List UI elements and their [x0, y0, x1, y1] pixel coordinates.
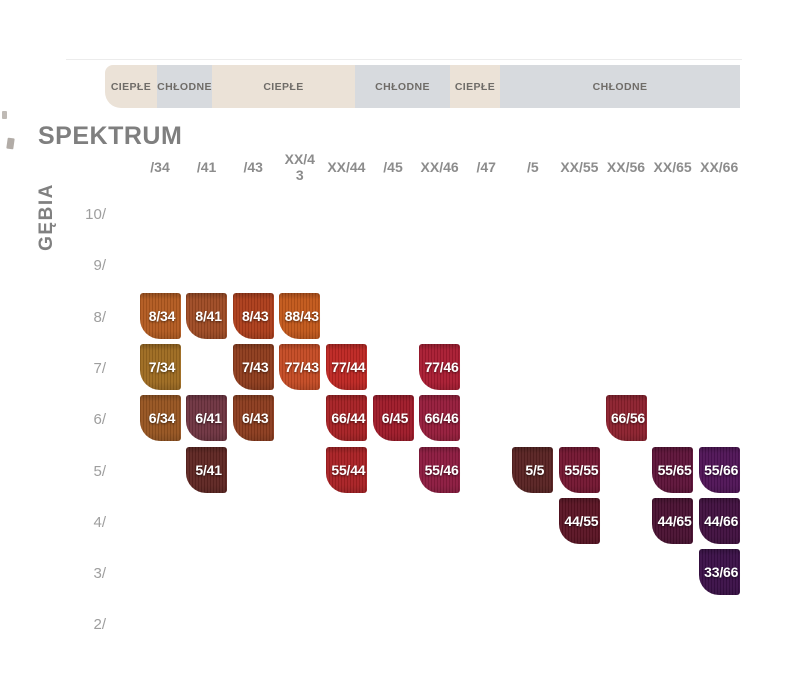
shade-code: 7/43 — [241, 358, 269, 375]
column-header: /47 — [476, 158, 496, 175]
column-header: XX/66 — [700, 158, 739, 175]
shade-code: 5/5 — [525, 461, 545, 478]
column-header: /45 — [383, 158, 403, 175]
shade-code: 77/46 — [424, 358, 459, 375]
band-label: CHŁODNE — [157, 80, 212, 93]
shade-code: 44/65 — [657, 512, 692, 529]
row-label: 4/ — [93, 513, 106, 531]
temperature-band-cool: CHŁODNE — [157, 65, 212, 108]
row-label: 6/ — [93, 411, 106, 429]
row-label: 3/ — [93, 565, 106, 583]
shade-code: 44/66 — [704, 512, 739, 529]
column-header: XX/43 — [284, 150, 315, 183]
shade-code: 55/66 — [704, 461, 739, 478]
shade-code: 6/45 — [381, 410, 409, 427]
shade-swatch: 7/34 — [140, 343, 181, 390]
column-header: XX/46 — [420, 158, 459, 175]
band-label: CIEPŁE — [110, 80, 152, 93]
shade-swatch: 55/65 — [652, 446, 694, 493]
column-header: /34 — [150, 158, 170, 175]
column-header: /5 — [526, 158, 539, 175]
shade-swatch: 8/41 — [186, 292, 228, 339]
column-header: XX/55 — [560, 158, 599, 175]
row-label: 10/ — [85, 206, 106, 223]
shade-code: 66/56 — [610, 410, 646, 427]
shade-swatch: 55/46 — [419, 446, 461, 493]
shade-code: 55/46 — [424, 461, 459, 478]
shade-code: 77/44 — [331, 358, 366, 375]
shade-code: 44/55 — [564, 512, 599, 529]
temperature-band-warm: CIEPŁE — [105, 65, 157, 108]
temperature-band-warm: CIEPŁE — [450, 65, 500, 108]
shade-swatch: 66/56 — [606, 395, 647, 442]
shade-code: 33/66 — [704, 564, 739, 581]
temperature-band-cool: CHŁODNE — [500, 65, 740, 108]
shade-code: 8/41 — [195, 307, 222, 324]
shade-swatch: 6/43 — [233, 395, 274, 442]
shade-swatch: 44/55 — [559, 497, 600, 544]
shade-swatch: 77/44 — [326, 343, 367, 390]
shade-code: 6/34 — [148, 410, 176, 427]
shade-swatch: 6/34 — [140, 395, 181, 442]
shade-swatch: 5/41 — [186, 446, 228, 493]
shade-swatch: 66/46 — [419, 395, 461, 442]
row-label: 9/ — [93, 257, 106, 275]
depth-axis-label: GĘBIA — [36, 183, 57, 251]
temperature-band-warm: CIEPŁE — [212, 65, 355, 108]
shade-swatch: 77/46 — [419, 343, 461, 390]
shade-code: 6/41 — [195, 410, 222, 427]
shade-swatch: 66/44 — [326, 395, 367, 442]
shade-swatch: 7/43 — [233, 343, 274, 390]
shade-code: 7/34 — [148, 358, 176, 375]
temperature-band-cool: CHŁODNE — [355, 65, 450, 108]
shade-swatch: 6/45 — [373, 395, 414, 442]
shade-swatch: 44/65 — [652, 497, 694, 544]
divider-line — [66, 59, 742, 60]
shade-swatch: 55/55 — [559, 446, 600, 493]
row-label: 8/ — [93, 308, 106, 326]
shade-code: 66/44 — [331, 410, 366, 427]
row-label: 2/ — [93, 616, 106, 634]
shade-swatch: 88/43 — [279, 292, 321, 339]
shade-swatch: 8/43 — [233, 292, 274, 339]
column-header: XX/44 — [327, 158, 366, 175]
page-title: SPEKTRUM — [38, 122, 183, 150]
band-label: CHŁODNE — [592, 80, 648, 93]
shade-swatch: 6/41 — [186, 395, 228, 442]
shade-code: 55/55 — [564, 461, 599, 478]
shade-code: 55/65 — [657, 461, 692, 478]
shade-code: 55/44 — [331, 461, 366, 478]
row-label: 5/ — [93, 462, 106, 480]
shade-swatch: 33/66 — [699, 549, 740, 596]
shade-code: 6/43 — [241, 410, 269, 427]
band-label: CIEPŁE — [454, 80, 496, 93]
shade-code: 8/34 — [148, 307, 176, 324]
scan-artifact — [6, 137, 15, 150]
shade-swatch: 44/66 — [699, 497, 740, 544]
shade-code: 8/43 — [241, 307, 269, 324]
column-header: XX/56 — [606, 158, 646, 175]
shade-code: 88/43 — [284, 307, 319, 324]
shade-swatch: 55/66 — [699, 446, 740, 493]
shade-swatch: 55/44 — [326, 446, 367, 493]
column-header: XX/65 — [653, 158, 692, 175]
row-label: 7/ — [93, 359, 106, 377]
column-header: /43 — [243, 158, 263, 175]
shade-code: 66/46 — [424, 410, 459, 427]
column-header: /41 — [196, 158, 217, 175]
scan-artifact — [2, 111, 7, 119]
shade-swatch: 8/34 — [140, 292, 181, 339]
shade-swatch: 5/5 — [512, 446, 554, 493]
band-label: CIEPŁE — [263, 80, 304, 93]
band-label: CHŁODNE — [375, 80, 430, 93]
shade-code: 77/43 — [284, 358, 319, 375]
shade-swatch: 77/43 — [279, 343, 321, 390]
shade-code: 5/41 — [195, 461, 222, 478]
